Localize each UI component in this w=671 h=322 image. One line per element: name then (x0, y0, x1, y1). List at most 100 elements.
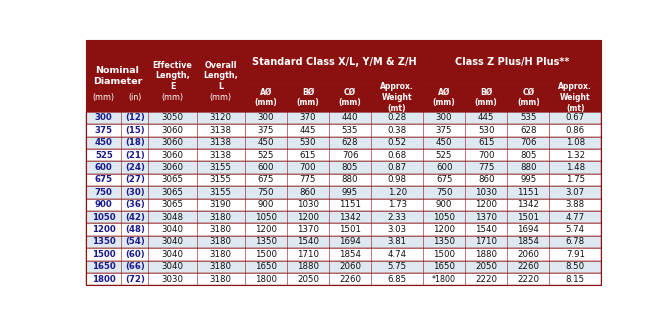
Text: 1350: 1350 (433, 237, 455, 246)
Text: 1694: 1694 (339, 237, 361, 246)
Text: 1710: 1710 (297, 250, 319, 259)
Text: 3180: 3180 (210, 262, 231, 271)
Bar (87, 40, 148, 112)
Bar (87, 260, 601, 273)
Text: 525: 525 (95, 151, 113, 160)
Text: 995: 995 (342, 188, 358, 197)
Text: 445: 445 (300, 126, 316, 135)
Text: 3030: 3030 (162, 275, 183, 284)
Text: CØ
(mm): CØ (mm) (339, 88, 362, 108)
Text: 900: 900 (95, 200, 113, 209)
Text: 375: 375 (95, 126, 113, 135)
Text: 3180: 3180 (210, 275, 231, 284)
Text: 0.98: 0.98 (388, 175, 407, 185)
Text: 1.32: 1.32 (566, 151, 585, 160)
Text: 1370: 1370 (475, 213, 497, 222)
Text: *1800: *1800 (432, 275, 456, 284)
Text: 2050: 2050 (297, 275, 319, 284)
Text: 3060: 3060 (162, 151, 183, 160)
Text: 0.52: 0.52 (388, 138, 407, 147)
Bar (87, 124, 601, 137)
Text: 675: 675 (95, 175, 113, 185)
Text: Effective
Length,
E: Effective Length, E (152, 61, 193, 91)
Text: 1342: 1342 (339, 213, 361, 222)
Text: 3048: 3048 (162, 213, 183, 222)
Text: 750: 750 (95, 188, 113, 197)
Text: 1050: 1050 (92, 213, 115, 222)
Text: 300: 300 (258, 113, 274, 122)
Text: 600: 600 (436, 163, 452, 172)
Text: 3060: 3060 (162, 138, 183, 147)
Text: 3060: 3060 (162, 163, 183, 172)
Text: 1694: 1694 (517, 225, 539, 234)
Text: 300: 300 (95, 113, 113, 122)
Bar (423, 83, 465, 112)
Text: 1200: 1200 (297, 213, 319, 222)
Text: 3155: 3155 (210, 188, 231, 197)
Text: 3180: 3180 (210, 250, 231, 259)
Bar (148, 40, 197, 112)
Text: 2060: 2060 (517, 250, 539, 259)
Text: (mm): (mm) (210, 93, 231, 102)
Text: 530: 530 (300, 138, 316, 147)
Text: 525: 525 (436, 151, 452, 160)
Text: (12): (12) (125, 113, 145, 122)
Text: 0.68: 0.68 (388, 151, 407, 160)
Text: 525: 525 (258, 151, 274, 160)
Text: 3040: 3040 (162, 262, 183, 271)
Text: 1050: 1050 (255, 213, 277, 222)
Bar (87, 186, 601, 199)
Text: 1200: 1200 (433, 225, 455, 234)
Text: CØ
(mm): CØ (mm) (517, 88, 539, 108)
Text: 700: 700 (478, 151, 495, 160)
Bar (371, 83, 423, 112)
Bar (87, 199, 601, 211)
Text: 3040: 3040 (162, 250, 183, 259)
Text: 450: 450 (258, 138, 274, 147)
Text: 706: 706 (342, 151, 358, 160)
Text: 4.77: 4.77 (566, 213, 585, 222)
Text: 860: 860 (478, 175, 495, 185)
Text: 2050: 2050 (475, 262, 497, 271)
Text: 1342: 1342 (517, 200, 539, 209)
Text: 3138: 3138 (210, 138, 231, 147)
Text: BØ
(mm): BØ (mm) (475, 88, 498, 108)
Text: 1501: 1501 (339, 225, 361, 234)
Text: 1500: 1500 (433, 250, 455, 259)
Text: (mm): (mm) (93, 93, 115, 102)
Text: (21): (21) (125, 151, 145, 160)
Text: 6.85: 6.85 (388, 275, 407, 284)
Text: 615: 615 (300, 151, 316, 160)
Text: 1151: 1151 (339, 200, 361, 209)
Text: 880: 880 (342, 175, 358, 185)
Text: 1650: 1650 (92, 262, 115, 271)
Bar (87, 273, 601, 285)
Text: 3155: 3155 (210, 175, 231, 185)
Text: Standard Class X/L, Y/M & Z/H: Standard Class X/L, Y/M & Z/H (252, 57, 416, 67)
Text: 3190: 3190 (210, 200, 231, 209)
Text: 750: 750 (436, 188, 452, 197)
Text: 675: 675 (436, 175, 452, 185)
Bar (245, 83, 287, 112)
Text: 3.07: 3.07 (566, 188, 585, 197)
Text: 3180: 3180 (210, 225, 231, 234)
Text: 0.38: 0.38 (388, 126, 407, 135)
Text: 1030: 1030 (297, 200, 319, 209)
Text: (36): (36) (125, 200, 145, 209)
Text: 805: 805 (342, 163, 358, 172)
Text: 3.03: 3.03 (388, 225, 407, 234)
Text: 1200: 1200 (255, 225, 277, 234)
Text: 775: 775 (300, 175, 316, 185)
Text: 628: 628 (520, 126, 537, 135)
Text: 1800: 1800 (92, 275, 115, 284)
Bar (87, 137, 601, 149)
Text: 1800: 1800 (255, 275, 277, 284)
Text: 8.50: 8.50 (566, 262, 585, 271)
Text: 3180: 3180 (210, 213, 231, 222)
Text: (60): (60) (125, 250, 144, 259)
Bar (87, 161, 601, 174)
Text: 1.08: 1.08 (566, 138, 585, 147)
Text: (66): (66) (125, 262, 145, 271)
Text: 1710: 1710 (475, 237, 497, 246)
Text: AØ
(mm): AØ (mm) (254, 88, 277, 108)
